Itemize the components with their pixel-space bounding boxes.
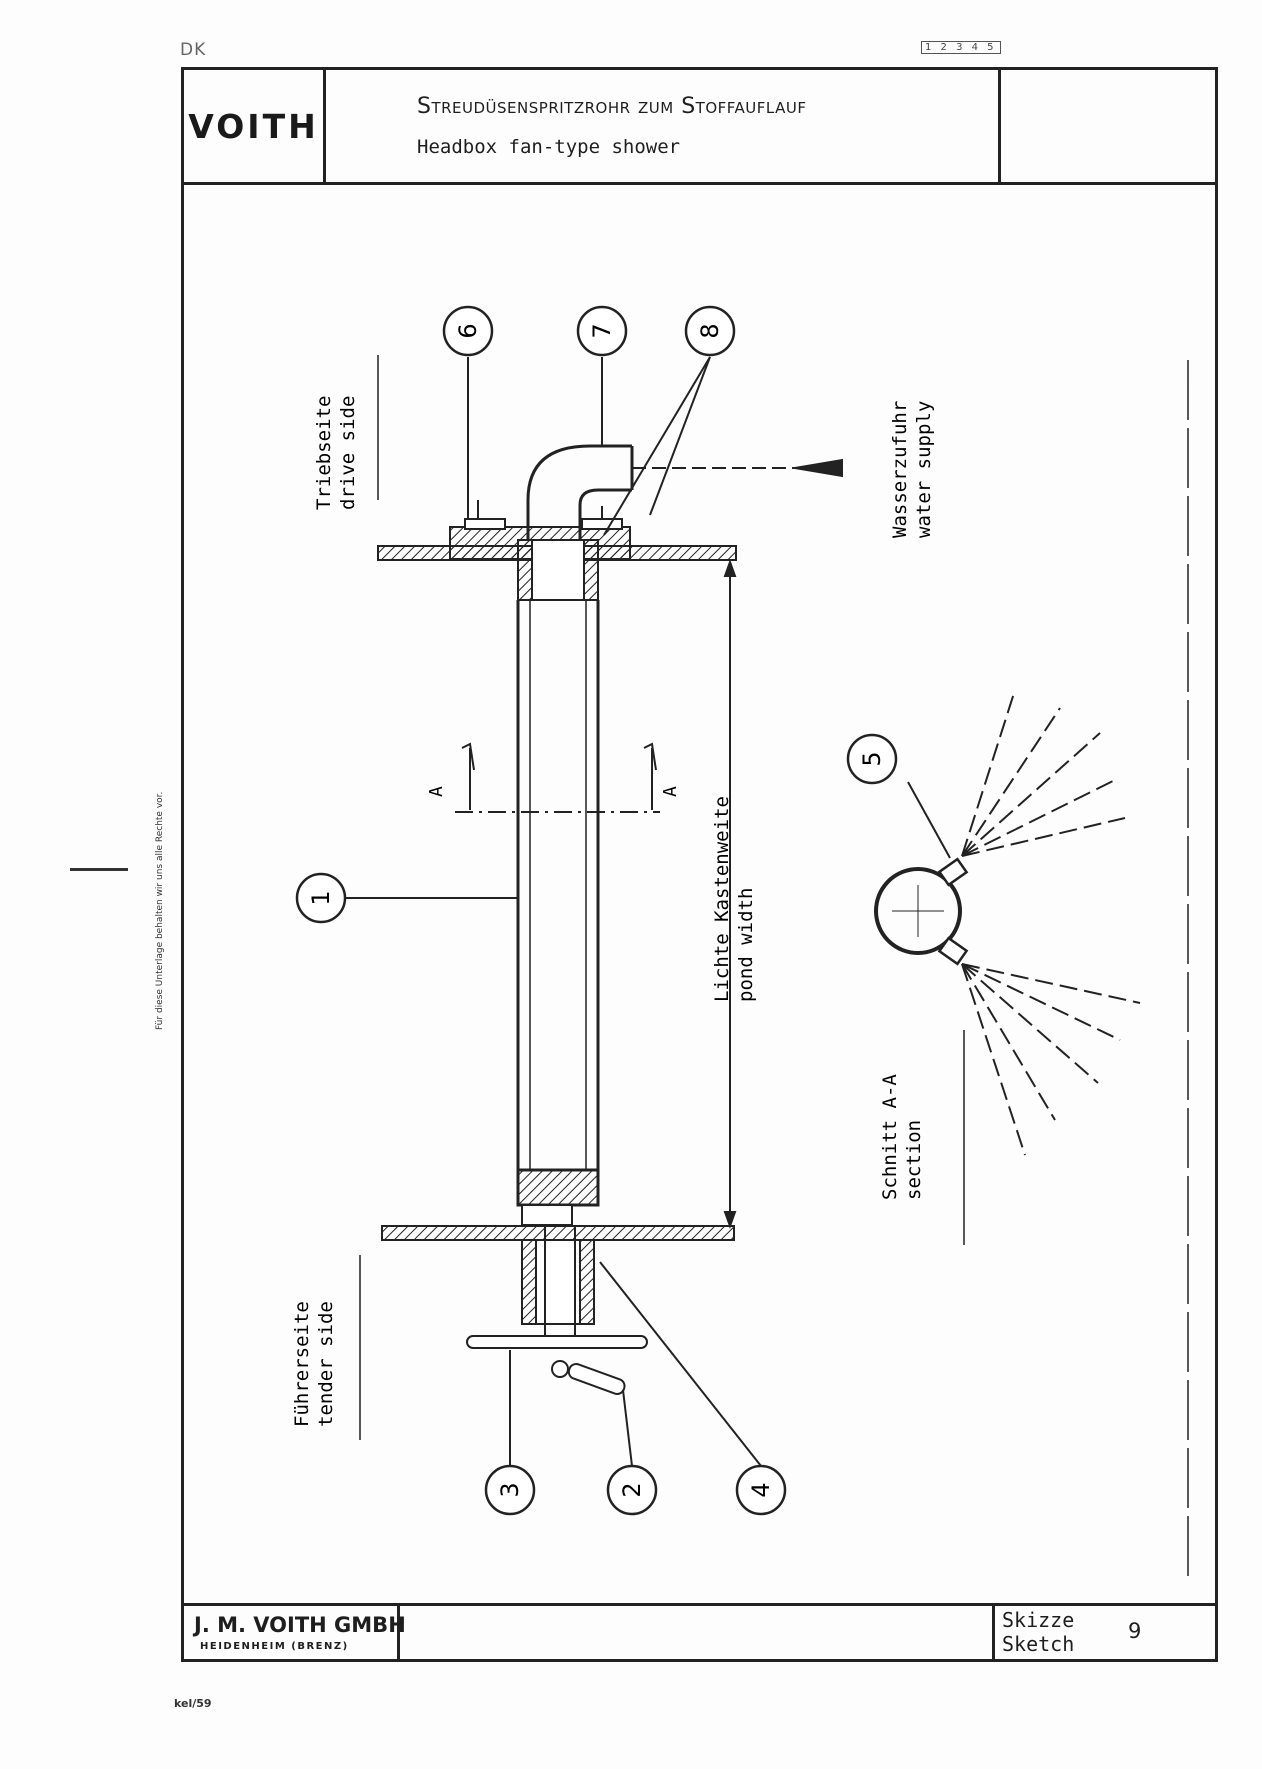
cross-section-a-a — [874, 857, 969, 966]
callout-1: 1 — [295, 872, 347, 924]
footer-block: J. M. VOITH GMBH HEIDENHEIM (BRENZ) Skiz… — [184, 1603, 1215, 1659]
callout-leaders — [345, 356, 951, 1467]
voith-logo: VOITH — [188, 106, 319, 146]
callout-2-label: 2 — [618, 1482, 646, 1497]
pond-width-label-en: pond width — [735, 888, 757, 1002]
section-label-de: Schnitt A-A — [879, 1074, 901, 1200]
title-divider — [998, 70, 1001, 182]
water-supply-label-de: Wasserzufuhr — [889, 401, 911, 538]
sheet-number: 9 — [1128, 1619, 1142, 1643]
callout-6-label: 6 — [454, 323, 482, 338]
callout-5: 5 — [846, 733, 898, 785]
callout-8-label: 8 — [696, 323, 724, 338]
callout-4: 4 — [735, 1464, 787, 1516]
title-block: VOITH Streudüsenspritzrohr zum Stoffaufl… — [184, 70, 1215, 185]
reference-code: kel/59 — [174, 1697, 212, 1710]
spray-fan-upper — [961, 689, 1126, 857]
water-supply-arrow — [632, 458, 843, 478]
water-supply-label-en: water supply — [913, 401, 935, 538]
tender-side-bearing — [466, 1204, 648, 1395]
callout-7-label: 7 — [588, 323, 616, 338]
pond-width-dimension — [723, 559, 737, 1229]
margin-mark — [70, 868, 128, 871]
company-cell: J. M. VOITH GMBH HEIDENHEIM (BRENZ) — [184, 1606, 406, 1659]
section-label-en: section — [903, 1120, 925, 1200]
page-number-box: 1 2 3 4 5 — [921, 41, 1001, 54]
callout-7: 7 — [576, 305, 628, 357]
title-german: Streudüsenspritzrohr zum Stoffauflauf — [417, 94, 807, 119]
section-cut-line — [455, 742, 660, 813]
title-english: Headbox fan-type shower — [417, 136, 681, 158]
drawing-sheet-border — [181, 67, 1218, 1662]
section-mark-right: A — [660, 786, 681, 797]
sketch-label-de: Skizze — [1002, 1608, 1075, 1632]
callout-3-label: 3 — [496, 1482, 524, 1497]
callout-3: 3 — [484, 1464, 536, 1516]
drive-side-flange — [449, 500, 631, 601]
shower-pipe — [516, 600, 600, 1207]
corner-code: DK — [180, 40, 207, 60]
sketch-divider — [992, 1606, 995, 1659]
callout-4-label: 4 — [747, 1482, 775, 1497]
section-mark-left: A — [426, 786, 447, 797]
drive-side-label-en: drive side — [337, 396, 359, 510]
callout-5-label: 5 — [858, 751, 886, 766]
headbox-wall-tender-side — [381, 1225, 735, 1241]
spray-fan-lower — [961, 963, 1141, 1156]
callout-2: 2 — [606, 1464, 658, 1516]
drive-side-label-de: Triebseite — [313, 396, 335, 510]
company-location: HEIDENHEIM (BRENZ) — [200, 1641, 349, 1652]
callout-6: 6 — [442, 305, 494, 357]
callout-1-label: 1 — [307, 890, 335, 905]
logo-cell: VOITH — [184, 70, 326, 182]
callout-8: 8 — [684, 305, 736, 357]
sketch-label-en: Sketch — [1002, 1632, 1075, 1656]
tender-side-label-de: Führerseite — [291, 1301, 313, 1427]
company-name: J. M. VOITH GMBH — [194, 1613, 406, 1637]
pond-width-label-de: Lichte Kastenweite — [711, 796, 733, 1002]
tender-side-label-en: tender side — [315, 1301, 337, 1427]
